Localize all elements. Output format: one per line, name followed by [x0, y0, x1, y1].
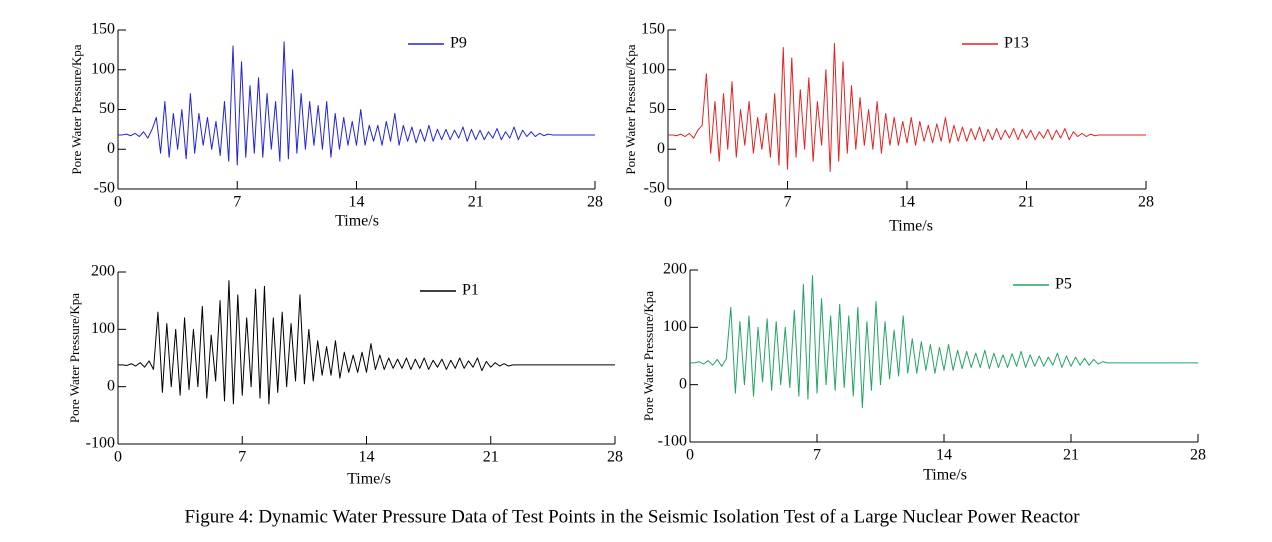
x-tick-label: 28 [1138, 194, 1154, 211]
x-tick-label: 21 [1063, 447, 1079, 464]
x-tick-label: 0 [114, 449, 122, 466]
y-axis-label: Pore Water Pressure/Kpa [69, 44, 84, 174]
y-tick-label: -50 [94, 180, 115, 197]
x-tick-label: 14 [936, 447, 952, 464]
x-tick-label: 28 [1190, 447, 1206, 464]
y-tick-label: 200 [663, 261, 687, 278]
y-tick-label: -100 [658, 433, 687, 450]
y-axis-label: Pore Water Pressure/Kpa [641, 291, 656, 421]
x-tick-label: 14 [899, 194, 915, 211]
y-tick-label: -100 [86, 435, 115, 452]
x-tick-label: 14 [349, 194, 365, 211]
y-tick-label: 150 [641, 21, 665, 38]
legend-label: P13 [1004, 35, 1029, 52]
x-axis-label: Time/s [347, 471, 391, 488]
x-tick-label: 0 [664, 194, 672, 211]
y-tick-label: 200 [91, 263, 115, 280]
x-tick-label: 21 [483, 449, 499, 466]
figure-caption: Figure 4: Dynamic Water Pressure Data of… [184, 506, 1080, 527]
legend-label: P9 [450, 35, 467, 52]
x-axis-label: Time/s [335, 213, 379, 230]
legend-label: P1 [462, 282, 479, 299]
data-line [118, 280, 615, 405]
x-tick-label: 28 [607, 449, 623, 466]
legend-label: P5 [1055, 276, 1072, 293]
x-tick-label: 0 [114, 194, 122, 211]
x-tick-label: 14 [359, 449, 375, 466]
data-line [690, 275, 1198, 409]
x-tick-label: 21 [468, 194, 484, 211]
y-axis-label: Pore Water Pressure/Kpa [67, 293, 82, 423]
x-tick-label: 7 [784, 194, 792, 211]
x-tick-label: 7 [813, 447, 821, 464]
x-tick-label: 7 [233, 194, 241, 211]
y-tick-label: 100 [91, 60, 115, 77]
data-line [118, 41, 595, 166]
x-tick-label: 28 [587, 194, 603, 211]
y-tick-label: 0 [679, 375, 687, 392]
y-tick-label: 0 [657, 140, 665, 157]
y-tick-label: 50 [99, 100, 115, 117]
y-tick-label: -50 [644, 180, 665, 197]
y-tick-label: 100 [663, 318, 687, 335]
y-tick-label: 100 [641, 60, 665, 77]
x-tick-label: 21 [1019, 194, 1035, 211]
x-axis-label: Time/s [923, 467, 967, 484]
y-axis-label: Pore Water Pressure/Kpa [623, 44, 638, 174]
y-tick-label: 100 [91, 320, 115, 337]
y-tick-label: 0 [107, 377, 115, 394]
x-axis-label: Time/s [889, 218, 933, 235]
x-tick-label: 7 [238, 449, 246, 466]
x-tick-label: 0 [686, 447, 694, 464]
data-line [668, 43, 1146, 173]
y-tick-label: 50 [649, 100, 665, 117]
y-tick-label: 150 [91, 21, 115, 38]
y-tick-label: 0 [107, 140, 115, 157]
